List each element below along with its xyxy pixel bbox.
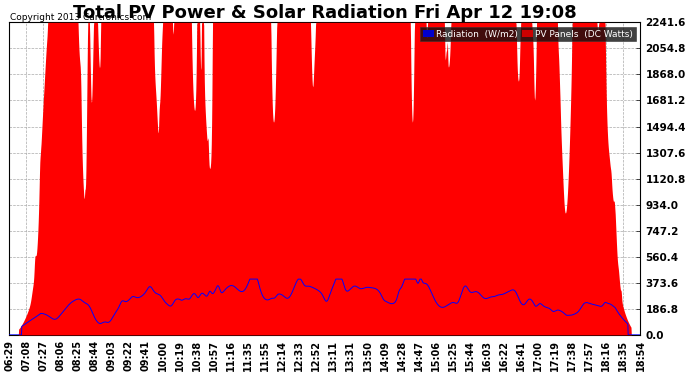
Title: Total PV Power & Solar Radiation Fri Apr 12 19:08: Total PV Power & Solar Radiation Fri Apr… xyxy=(73,4,577,22)
Legend: Radiation  (W/m2), PV Panels  (DC Watts): Radiation (W/m2), PV Panels (DC Watts) xyxy=(420,27,636,41)
Text: Copyright 2013 Cartronics.com: Copyright 2013 Cartronics.com xyxy=(10,13,152,22)
